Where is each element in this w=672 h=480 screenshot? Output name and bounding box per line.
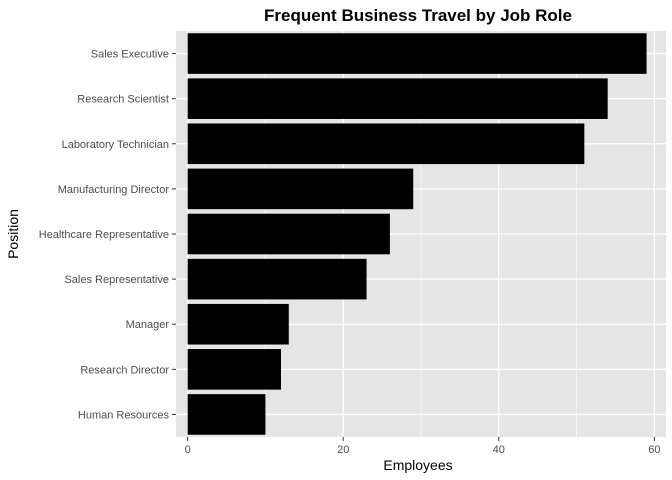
x-tick-label: 0 xyxy=(185,444,191,456)
bars xyxy=(187,33,647,435)
y-tick-label: Sales Executive xyxy=(91,49,169,61)
bar xyxy=(187,213,390,255)
y-axis: Sales Executive Research Scientist Laborat… xyxy=(39,49,176,421)
x-tick-label: 20 xyxy=(337,444,349,456)
bar xyxy=(187,78,608,119)
chart-title: Frequent Business Travel by Job Role xyxy=(264,6,572,25)
bar xyxy=(187,168,414,210)
y-tick-label: Research Director xyxy=(80,364,169,376)
x-axis-title: Employees xyxy=(383,457,452,473)
y-axis-title: Position xyxy=(5,209,21,259)
y-tick-label: Human Resources xyxy=(78,409,170,421)
y-tick-label: Research Scientist xyxy=(77,94,169,106)
bar xyxy=(187,394,266,435)
y-tick-label: Healthcare Representative xyxy=(39,229,169,241)
bar xyxy=(187,303,289,345)
bar xyxy=(187,258,367,300)
y-tick-label: Laboratory Technician xyxy=(62,139,169,151)
y-tick-label: Sales Representative xyxy=(64,274,169,286)
x-tick-label: 60 xyxy=(648,444,660,456)
y-tick-label: Manufacturing Director xyxy=(58,184,170,196)
x-tick-label: 40 xyxy=(493,444,505,456)
x-axis: 0 20 40 60 xyxy=(185,437,660,456)
bar xyxy=(187,349,281,390)
bar xyxy=(187,33,647,74)
bar xyxy=(187,123,585,165)
y-tick-label: Manager xyxy=(126,319,170,331)
